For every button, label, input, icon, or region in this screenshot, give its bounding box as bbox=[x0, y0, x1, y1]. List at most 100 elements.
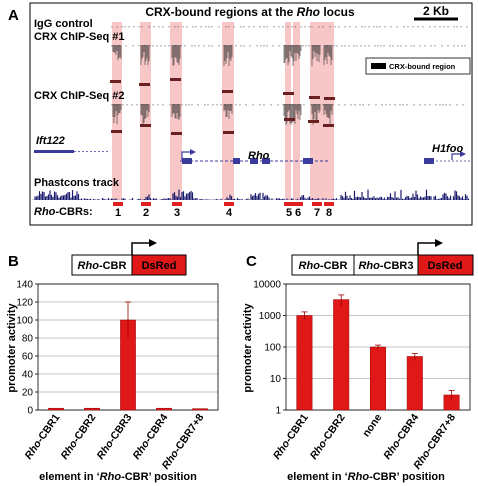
y-tick-label: 60 bbox=[22, 352, 34, 363]
y-tick-label: 80 bbox=[22, 334, 34, 345]
chart-c-xlabel: element in ‘Rho-CBR’ position bbox=[287, 471, 445, 483]
crx-bound-region bbox=[284, 118, 295, 121]
construct-b-arrow bbox=[131, 242, 149, 255]
highlight-region bbox=[293, 22, 300, 200]
scale-bar-label: 2 Kb bbox=[423, 4, 449, 18]
gene-h1foo: H1foo bbox=[432, 143, 463, 155]
bar bbox=[296, 315, 313, 411]
construct-c-box3-label: DsRed bbox=[428, 260, 463, 272]
cbr-number-5: 5 bbox=[286, 207, 292, 219]
highlight-region bbox=[140, 22, 151, 200]
x-tick-label-suffix: -CBR4 bbox=[393, 412, 421, 445]
x-tick-label: Rho-CBR4 bbox=[381, 412, 421, 462]
gene-rho-exon bbox=[303, 158, 313, 164]
y-tick-label: 20 bbox=[22, 388, 34, 399]
crx-bound-region bbox=[323, 124, 334, 127]
phastcons-track bbox=[31, 189, 470, 200]
crx-bound-region bbox=[139, 83, 150, 86]
gene-rho-tss-arrow bbox=[181, 151, 192, 160]
y-tick-label: 40 bbox=[22, 370, 34, 381]
x-tick-label-suffix: -CBR7+8 bbox=[423, 412, 458, 455]
construct-c-arrow bbox=[417, 242, 435, 255]
cbr-number-2: 2 bbox=[143, 207, 149, 219]
y-tick-label: 140 bbox=[16, 280, 33, 291]
y-tick-label: 100 bbox=[16, 316, 33, 327]
legend-label: CRX-bound region bbox=[389, 62, 456, 71]
crx-bound-region bbox=[170, 78, 181, 81]
y-tick-label: 10 bbox=[270, 374, 282, 385]
track-label-igg: IgG control bbox=[34, 18, 93, 30]
cbr-number-4: 4 bbox=[226, 207, 233, 219]
highlight-region bbox=[222, 22, 234, 200]
bar bbox=[192, 408, 208, 411]
legend-box bbox=[365, 57, 471, 75]
construct-b-arrowhead bbox=[149, 239, 157, 247]
chip-seq-tracks bbox=[110, 26, 468, 135]
panel-c: C Rho-CBR Rho-CBR3 DsRed promoter activi… bbox=[242, 239, 474, 483]
x-tick-label-suffix: -CBR1 bbox=[283, 412, 311, 445]
construct-c-box2-label: Rho-CBR3 bbox=[358, 260, 413, 272]
x-tick-label-suffix: -CBR2 bbox=[319, 412, 347, 445]
cbr-number-8: 8 bbox=[326, 207, 332, 219]
crx-bound-region bbox=[223, 131, 234, 134]
gene-h1foo-tss-arrow bbox=[451, 153, 462, 160]
bar bbox=[406, 356, 423, 411]
gene-rho-exon bbox=[250, 158, 258, 164]
panel-a-title: CRX-bound regions at the Rho locus bbox=[145, 5, 355, 19]
x-tick-label: Rho-CBR2 bbox=[308, 412, 348, 462]
construct-b-box2 bbox=[131, 254, 187, 276]
cbr-marker-8 bbox=[324, 202, 334, 206]
y-tick-label: 0 bbox=[27, 406, 33, 417]
x-tick-label: Rho-CBR1 bbox=[23, 412, 63, 462]
panel-b: B Rho-CBR DsRed promoter activity 0 20 40 6… bbox=[6, 239, 219, 483]
x-tick-label-suffix: -CBR3 bbox=[106, 412, 134, 445]
bar bbox=[156, 407, 172, 411]
construct-c-box3 bbox=[417, 254, 474, 276]
panel-a: A CRX-bound regions at the Rho locus 2 K… bbox=[8, 2, 473, 226]
cbr-number-7: 7 bbox=[314, 207, 320, 219]
y-tick-label: 10000 bbox=[253, 280, 281, 291]
bar bbox=[48, 407, 64, 411]
x-tick-label-suffix: -CBR1 bbox=[34, 412, 62, 445]
crx-bound-region bbox=[309, 96, 320, 99]
chart-b-ylabel: promoter activity bbox=[6, 302, 18, 392]
panel-c-label: C bbox=[246, 253, 257, 270]
crx-bound-region bbox=[111, 130, 122, 133]
crx-bound-region bbox=[308, 120, 319, 123]
cbr-marker-3 bbox=[172, 202, 182, 206]
x-tick-label-suffix: -CBR2 bbox=[70, 412, 98, 445]
gene-rho-exon bbox=[233, 158, 240, 164]
cbr-marker-7 bbox=[312, 202, 322, 206]
gene-rho: Rho bbox=[248, 150, 270, 162]
track-label-chip2: CRX ChIP-Seq #2 bbox=[34, 90, 124, 102]
gene-rho-exon bbox=[182, 158, 192, 164]
construct-c-box1-label: Rho-CBR bbox=[299, 260, 348, 272]
cbr-marker-6 bbox=[293, 202, 303, 206]
y-tick-label: 100 bbox=[264, 343, 281, 354]
crx-bound-region bbox=[110, 80, 121, 83]
cbr-number-6: 6 bbox=[295, 207, 301, 219]
gene-ift122: Ift122 bbox=[36, 135, 65, 147]
crx-bound-region bbox=[140, 124, 151, 127]
x-tick-label: Rho-CBR4 bbox=[131, 412, 171, 462]
crx-bound-region bbox=[222, 90, 233, 93]
chart-b-xlabel: element in ‘Rho-CBR’ position bbox=[39, 471, 197, 483]
x-tick-label: Rho-CBR3 bbox=[95, 412, 135, 462]
construct-b-box2-label: DsRed bbox=[142, 260, 177, 272]
gene-rho-tss-arrowhead bbox=[190, 149, 196, 155]
cbr-number-1: 1 bbox=[115, 207, 121, 219]
gene-h1foo-tss-arrowhead bbox=[460, 151, 466, 157]
track-label-chip1: CRX ChIP-Seq #1 bbox=[34, 31, 124, 43]
panel-b-label: B bbox=[8, 253, 19, 270]
chart-c-ylabel: promoter activity bbox=[242, 302, 254, 392]
cbr-marker-4 bbox=[224, 202, 234, 206]
y-tick-label: 1 bbox=[275, 406, 281, 417]
y-tick-label: 120 bbox=[16, 298, 33, 309]
cbr-number-3: 3 bbox=[174, 207, 180, 219]
panel-a-label: A bbox=[8, 7, 19, 24]
cbr-marker-2 bbox=[141, 202, 151, 206]
chart-b: 020406080100120140Rho-CBR1Rho-CBR2Rho-CB… bbox=[16, 280, 219, 472]
cbr-row-label: Rho-CBRs: bbox=[34, 206, 93, 218]
crx-bound-region bbox=[324, 97, 335, 100]
crx-bound-region bbox=[283, 92, 294, 95]
